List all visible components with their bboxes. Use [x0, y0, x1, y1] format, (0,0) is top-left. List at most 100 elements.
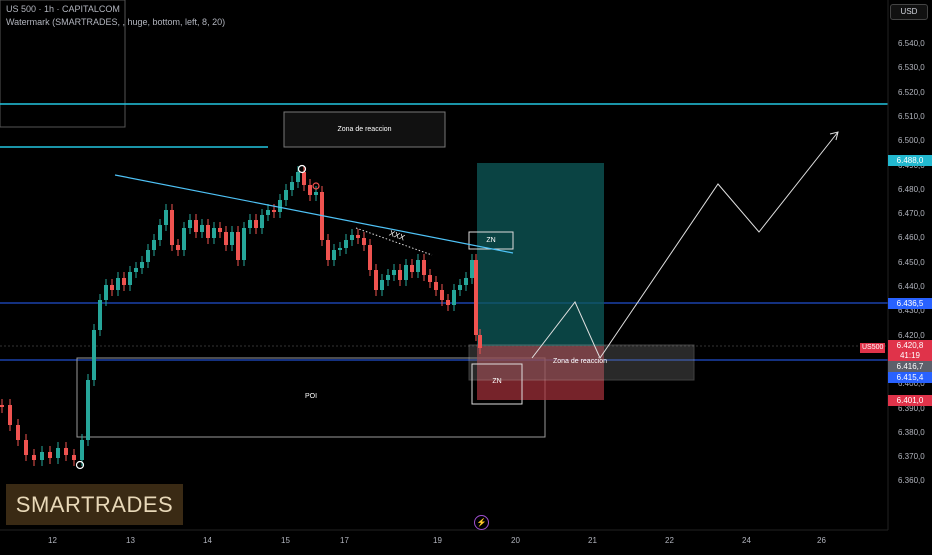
candle-body	[72, 455, 76, 460]
candle-body	[278, 200, 282, 212]
candle-body	[374, 270, 378, 290]
candle-body	[434, 282, 438, 290]
high-circle-marker[interactable]	[297, 164, 307, 174]
candle-body	[254, 220, 258, 228]
legend-panel	[0, 0, 126, 128]
price-axis[interactable]: 6.540,06.530,06.520,06.510,06.500,06.490…	[888, 0, 932, 530]
candle-body	[170, 210, 174, 245]
price-tick-label: 6.510,0	[898, 111, 925, 121]
candle-body	[56, 448, 60, 458]
candle-body	[272, 210, 276, 212]
gray-price-badge: 6.416,7	[888, 361, 932, 372]
lightning-icon[interactable]: ⚡	[474, 515, 489, 530]
candle-body	[356, 235, 360, 238]
time-tick-label: 14	[203, 536, 212, 545]
candle-body	[458, 285, 462, 290]
price-tick-label: 6.440,0	[898, 282, 925, 291]
candle-body	[452, 290, 456, 305]
projection-path[interactable]	[531, 131, 839, 360]
candle-body	[16, 425, 20, 440]
candle-body	[344, 240, 348, 248]
price-tick-label: 6.520,0	[898, 87, 925, 97]
time-tick-label: 26	[817, 536, 826, 545]
time-tick-label: 21	[588, 536, 597, 545]
candle-body	[164, 210, 168, 225]
long-target-zone[interactable]	[477, 163, 604, 346]
candle-body	[122, 278, 126, 285]
price-tick-label: 6.480,0	[898, 184, 925, 194]
candle-body	[236, 232, 240, 260]
candle-body	[176, 245, 180, 250]
time-tick-label: 15	[281, 536, 290, 545]
indicator-legend[interactable]: Watermark (SMARTRADES, , huge, bottom, l…	[6, 17, 226, 27]
candle-body	[478, 335, 482, 348]
candle-body	[474, 260, 478, 335]
reaction-zone-top-label: Zona de reaccion	[337, 126, 392, 133]
target-price-badge: 6.488,0	[888, 155, 932, 166]
candle-body	[296, 172, 300, 182]
price-tick-label: 6.370,0	[898, 452, 925, 462]
candle-body	[86, 380, 90, 440]
chart-title: US 500 · 1h · CAPITALCOM	[6, 4, 120, 14]
price-tick-label: 6.470,0	[898, 209, 925, 219]
candle-body	[48, 452, 52, 458]
low-circle-marker[interactable]	[75, 460, 85, 470]
time-axis[interactable]: 12 13 14 15 17 19 20 21 22 24 26	[0, 530, 888, 550]
price-tick-label: 6.460,0	[898, 233, 925, 243]
time-tick-label: 12	[48, 536, 57, 545]
zn-box-bottom[interactable]	[471, 363, 523, 405]
candle-body	[212, 228, 216, 238]
currency-button[interactable]: USD	[890, 4, 928, 20]
candle-body	[308, 185, 312, 195]
candle-body	[194, 220, 198, 232]
candle-body	[206, 225, 210, 238]
candle-body	[380, 280, 384, 290]
watermark-logo: SMARTRADES	[6, 484, 183, 525]
time-tick-label: 22	[665, 536, 674, 545]
candle-body	[182, 228, 186, 250]
level-price-badge-2: 6.415,4	[888, 372, 932, 383]
candle-body	[362, 238, 366, 245]
red-circle-marker[interactable]	[312, 182, 320, 190]
candle-body	[92, 330, 96, 380]
candle-body	[146, 250, 150, 262]
candle-body	[242, 228, 246, 260]
candle-body	[386, 275, 390, 280]
candle-body	[428, 275, 432, 282]
candle-body	[416, 260, 420, 272]
candle-body	[410, 265, 414, 272]
candle-body	[398, 270, 402, 280]
poi-label: POI	[304, 393, 318, 400]
time-tick-label: 17	[340, 536, 349, 545]
xxx-dotted-line[interactable]	[355, 227, 433, 256]
stop-price-badge: 6.401,0	[888, 395, 932, 406]
reaction-zone-top[interactable]	[283, 111, 446, 148]
bar-countdown-badge: 41:19	[888, 350, 932, 361]
descending-trendline[interactable]	[114, 174, 514, 254]
candle-body	[470, 260, 474, 278]
candle-body	[64, 448, 68, 455]
current-price-badge: 6.420,8	[888, 340, 932, 351]
zn-top-label: ZN	[486, 237, 496, 244]
candle-body	[32, 455, 36, 460]
candle-body	[266, 210, 270, 215]
reaction-zone-right[interactable]	[468, 344, 695, 381]
candle-body	[338, 248, 342, 250]
reaction-zone-right-label: Zona de reaccion	[552, 358, 608, 365]
price-tick-label: 6.380,0	[898, 427, 925, 437]
candle-body	[140, 262, 144, 268]
candle-body	[128, 272, 132, 285]
candlestick-series	[0, 166, 482, 466]
time-tick-label: 19	[433, 536, 442, 545]
candle-body	[116, 278, 120, 290]
candle-body	[98, 300, 102, 330]
candle-body	[158, 225, 162, 240]
candle-body	[40, 452, 44, 460]
long-stop-zone[interactable]	[477, 346, 604, 400]
candle-body	[368, 245, 372, 270]
candle-body	[440, 290, 444, 300]
candle-body	[464, 278, 468, 285]
price-tick-label: 6.450,0	[898, 257, 925, 267]
